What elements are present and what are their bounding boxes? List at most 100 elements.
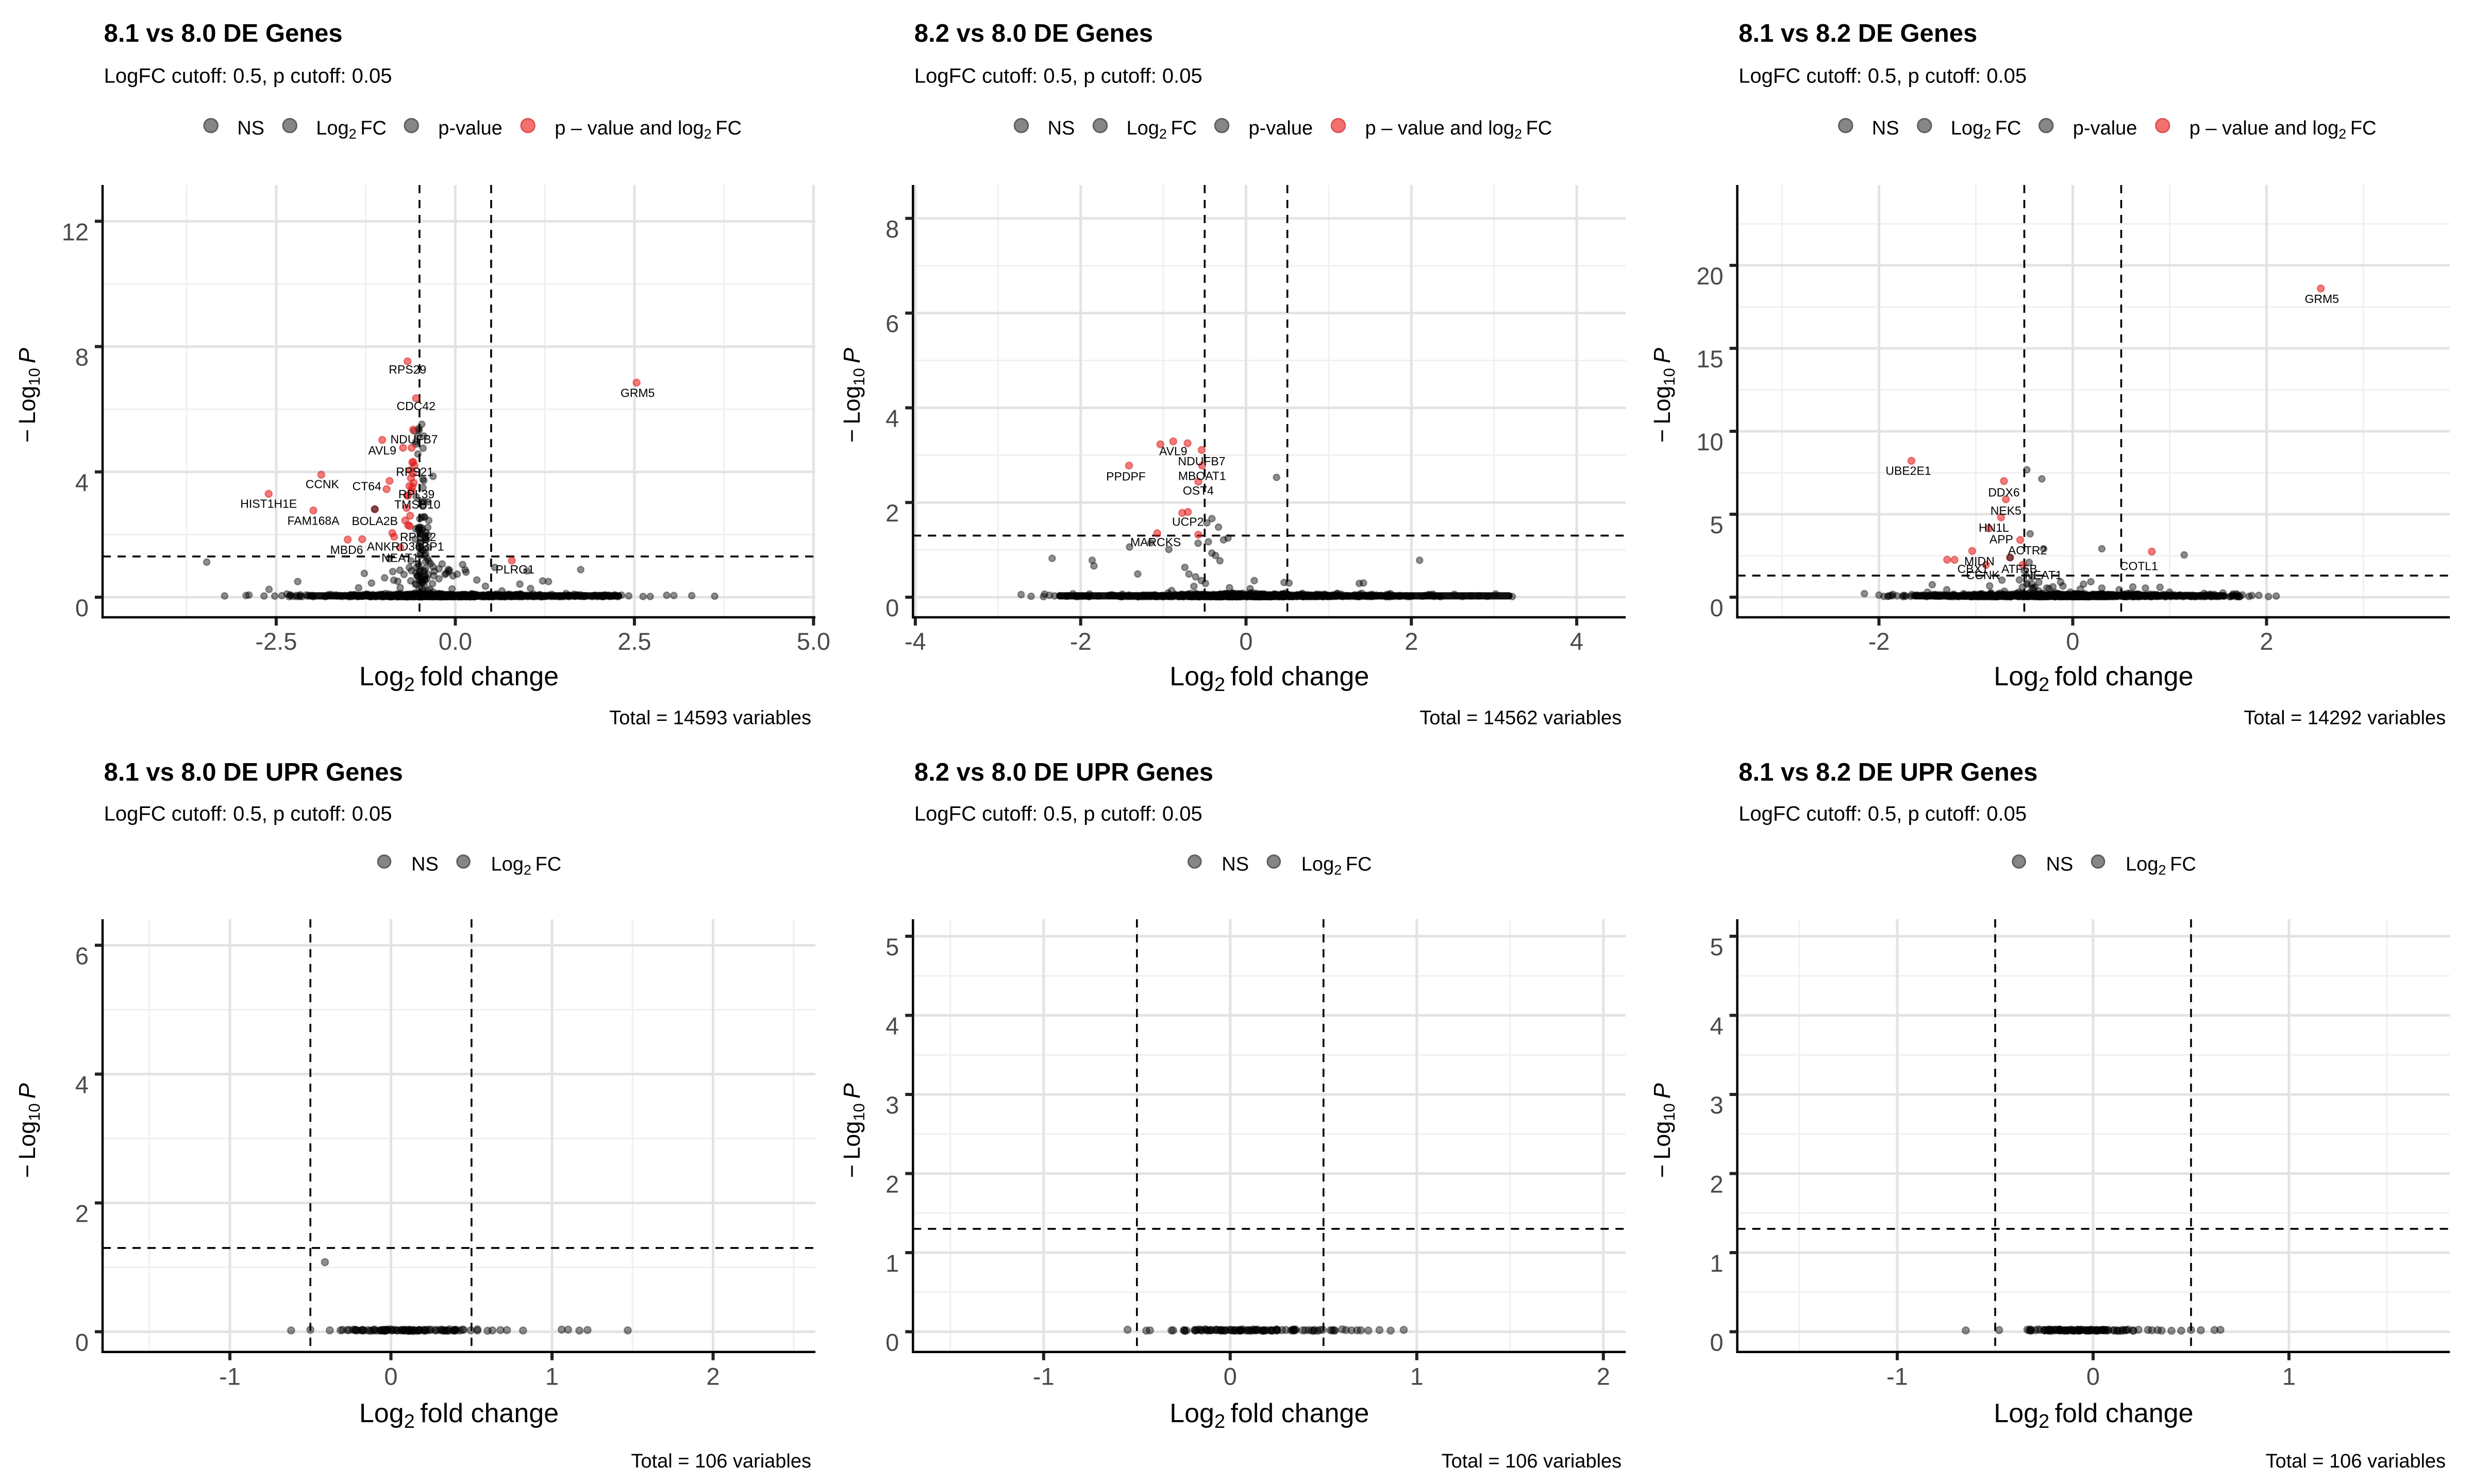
svg-text:-2: -2: [1070, 628, 1092, 655]
svg-text:1: 1: [545, 1363, 559, 1390]
svg-text:10: 10: [1696, 428, 1723, 456]
svg-text:Total = 14562 variables: Total = 14562 variables: [1419, 707, 1622, 729]
svg-text:Total = 14292 variables: Total = 14292 variables: [2244, 707, 2446, 729]
svg-text:2: 2: [885, 1171, 899, 1198]
svg-text:4: 4: [1570, 628, 1583, 655]
svg-text:Log2 fold change: Log2 fold change: [1994, 662, 2193, 696]
svg-text:1: 1: [885, 1250, 899, 1277]
svg-text:− Log10 P: − Log10 P: [839, 348, 868, 443]
svg-text:LogFC cutoff: 0.5, p cutoff: 0: LogFC cutoff: 0.5, p cutoff: 0.05: [914, 65, 1202, 88]
svg-text:CCNK: CCNK: [306, 477, 340, 491]
svg-text:NS: NS: [411, 854, 439, 875]
svg-text:-1: -1: [1033, 1363, 1055, 1390]
svg-text:MBD6: MBD6: [330, 543, 363, 556]
svg-text:6: 6: [885, 310, 899, 338]
svg-text:− Log10 P: − Log10 P: [14, 1083, 43, 1178]
svg-text:PLRG1: PLRG1: [495, 563, 534, 576]
svg-text:Log2 fold change: Log2 fold change: [359, 1398, 559, 1432]
svg-text:NDUFB7: NDUFB7: [390, 433, 438, 446]
svg-text:NEAT1: NEAT1: [381, 551, 419, 564]
svg-text:GRM5: GRM5: [2305, 292, 2339, 306]
svg-text:5: 5: [1710, 511, 1723, 538]
svg-text:2: 2: [2260, 628, 2273, 655]
svg-text:NEAT1: NEAT1: [2025, 568, 2062, 582]
svg-text:4: 4: [75, 469, 89, 496]
svg-text:5: 5: [1710, 933, 1723, 960]
svg-text:Total = 106 variables: Total = 106 variables: [631, 1451, 811, 1472]
svg-text:0: 0: [1239, 628, 1252, 655]
svg-text:1: 1: [1410, 1363, 1424, 1390]
svg-text:OST4: OST4: [1183, 484, 1214, 497]
svg-text:LogFC cutoff: 0.5, p cutoff: 0: LogFC cutoff: 0.5, p cutoff: 0.05: [914, 803, 1202, 825]
svg-text:p-value: p-value: [2073, 117, 2137, 139]
svg-text:4: 4: [885, 1013, 899, 1040]
svg-text:8.1 vs 8.2 DE Genes: 8.1 vs 8.2 DE Genes: [1739, 20, 1977, 47]
svg-text:RPL39: RPL39: [398, 487, 434, 501]
svg-text:CCNK: CCNK: [1966, 568, 2000, 582]
svg-text:CDC42: CDC42: [396, 399, 435, 413]
svg-text:LogFC cutoff: 0.5, p cutoff: 0: LogFC cutoff: 0.5, p cutoff: 0.05: [1739, 65, 2027, 88]
svg-text:8.1 vs 8.2 DE UPR Genes: 8.1 vs 8.2 DE UPR Genes: [1739, 758, 2037, 786]
svg-text:DDX6: DDX6: [1988, 486, 2019, 499]
svg-text:NDUFB7: NDUFB7: [1178, 454, 1225, 468]
svg-text:NS: NS: [1048, 117, 1075, 139]
svg-text:2: 2: [1710, 1171, 1723, 1198]
svg-text:CT64: CT64: [353, 479, 381, 493]
svg-text:-1: -1: [219, 1363, 241, 1390]
svg-text:20: 20: [1696, 262, 1723, 290]
svg-text:PPDPF: PPDPF: [1106, 470, 1146, 483]
svg-text:RPS29: RPS29: [389, 363, 426, 376]
svg-text:Log2 fold change: Log2 fold change: [1169, 1398, 1369, 1432]
svg-text:NS: NS: [2046, 854, 2074, 875]
svg-text:0: 0: [384, 1363, 397, 1390]
svg-text:LogFC cutoff: 0.5, p cutoff: 0: LogFC cutoff: 0.5, p cutoff: 0.05: [1739, 803, 2027, 825]
svg-text:p – value and log2 FC: p – value and log2 FC: [1365, 117, 1552, 142]
svg-text:p-value: p-value: [438, 117, 503, 139]
svg-text:Total = 14593 variables: Total = 14593 variables: [609, 707, 811, 729]
svg-text:8: 8: [75, 344, 89, 371]
svg-text:4: 4: [75, 1071, 89, 1099]
svg-text:2: 2: [885, 499, 899, 527]
svg-text:RPL32: RPL32: [400, 530, 436, 544]
svg-text:4: 4: [885, 404, 899, 432]
svg-text:2: 2: [1405, 628, 1418, 655]
svg-text:8.2 vs 8.0 DE UPR Genes: 8.2 vs 8.0 DE UPR Genes: [914, 758, 1213, 786]
svg-text:Log2 fold change: Log2 fold change: [359, 662, 559, 696]
svg-text:6: 6: [75, 942, 89, 970]
svg-text:− Log10 P: − Log10 P: [839, 1083, 868, 1178]
svg-text:0: 0: [885, 594, 899, 621]
svg-text:-1: -1: [1886, 1363, 1908, 1390]
svg-text:0: 0: [1224, 1363, 1237, 1390]
svg-text:MARCKS: MARCKS: [1130, 535, 1181, 549]
svg-text:12: 12: [62, 218, 89, 245]
svg-text:BOLA2B: BOLA2B: [352, 514, 398, 528]
svg-text:2: 2: [75, 1200, 89, 1227]
svg-text:p – value and log2 FC: p – value and log2 FC: [555, 117, 742, 142]
svg-text:TMSB10: TMSB10: [394, 498, 440, 511]
svg-text:− Log10 P: − Log10 P: [14, 348, 43, 443]
svg-text:MBOAT1: MBOAT1: [1178, 469, 1226, 483]
svg-text:3: 3: [885, 1091, 899, 1119]
svg-text:0.0: 0.0: [439, 628, 472, 655]
svg-text:LogFC cutoff: 0.5, p cutoff: 0: LogFC cutoff: 0.5, p cutoff: 0.05: [104, 65, 392, 88]
svg-text:3: 3: [1710, 1091, 1723, 1119]
svg-text:2: 2: [1597, 1363, 1610, 1390]
svg-text:Total = 106 variables: Total = 106 variables: [2266, 1451, 2446, 1472]
svg-text:p-value: p-value: [1249, 117, 1313, 139]
svg-text:15: 15: [1696, 345, 1723, 373]
svg-text:− Log10 P: − Log10 P: [1649, 348, 1678, 443]
svg-text:-2.5: -2.5: [255, 628, 297, 655]
svg-text:Total = 106 variables: Total = 106 variables: [1442, 1451, 1622, 1472]
svg-text:8.1 vs 8.0 DE Genes: 8.1 vs 8.0 DE Genes: [104, 20, 343, 47]
svg-text:NS: NS: [237, 117, 264, 139]
svg-text:4: 4: [1710, 1013, 1723, 1040]
svg-text:p – value and log2 FC: p – value and log2 FC: [2189, 117, 2377, 142]
svg-text:0: 0: [1710, 594, 1723, 621]
svg-text:Log2 fold change: Log2 fold change: [1169, 662, 1369, 696]
svg-text:0: 0: [2086, 1363, 2100, 1390]
svg-text:0: 0: [75, 1329, 89, 1356]
svg-text:2: 2: [706, 1363, 720, 1390]
svg-text:FAM168A: FAM168A: [288, 514, 340, 528]
svg-text:NEK5: NEK5: [1991, 504, 2021, 517]
svg-text:NS: NS: [1222, 854, 1249, 875]
